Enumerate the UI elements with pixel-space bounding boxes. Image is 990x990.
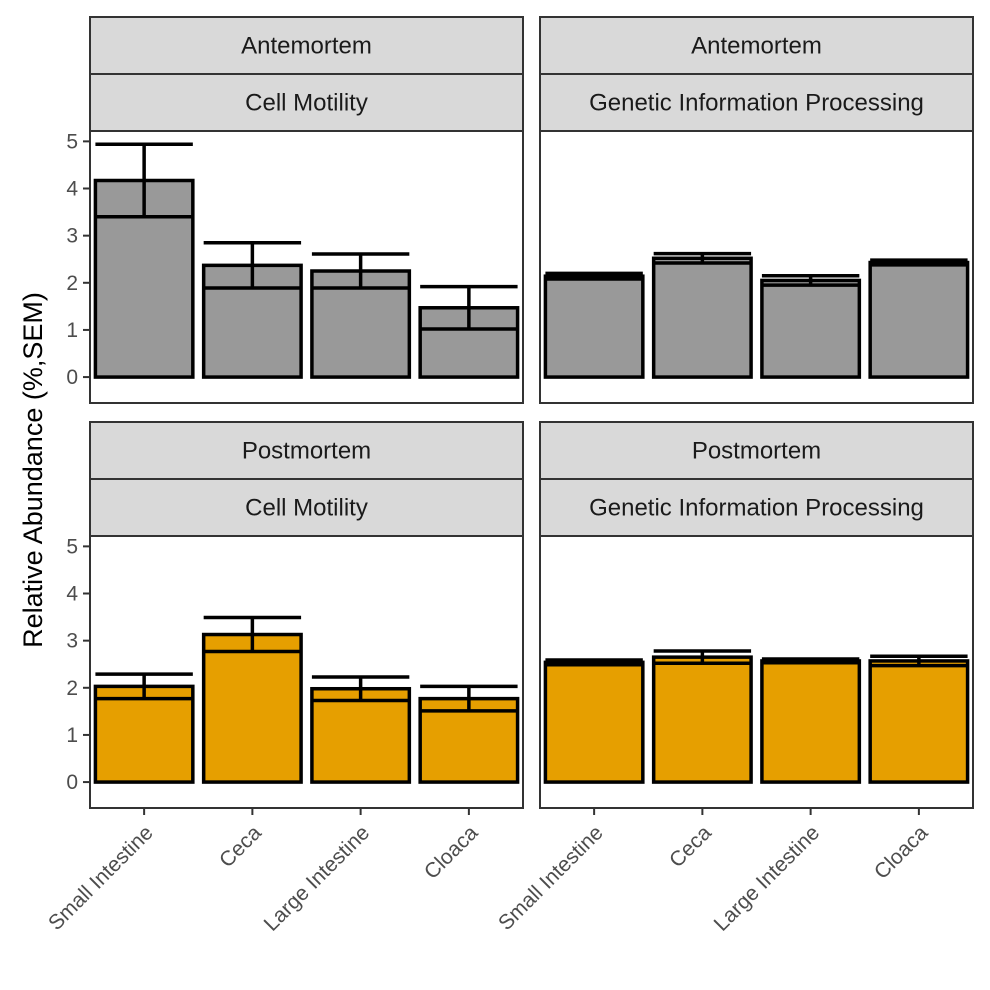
strip-col-cell-motility-antemortem — [89, 73, 524, 132]
error-bar — [95, 672, 193, 701]
error-bar — [203, 240, 302, 290]
y-tick-label: 0 — [66, 771, 78, 794]
error-bar — [95, 142, 193, 219]
x-tick-label: Small Intestine — [44, 821, 158, 935]
bar-ceca — [201, 263, 303, 379]
error-bar — [870, 258, 968, 267]
strip-label-col: Cell Motility — [245, 495, 368, 522]
x-tick-label: Ceca — [215, 821, 266, 872]
error-bar — [311, 252, 410, 290]
strip-label-col: Cell Motility — [245, 90, 368, 117]
y-tick-label: 5 — [66, 535, 78, 558]
panel-border — [539, 535, 974, 809]
bar-large-intestine — [760, 278, 862, 379]
bar-small-intestine — [93, 684, 195, 784]
error-bar — [545, 658, 643, 667]
y-tick-label: 0 — [66, 366, 78, 389]
error-bar — [653, 251, 752, 265]
bar-ceca — [651, 655, 753, 784]
panel-border — [539, 130, 974, 404]
x-tick-label: Large Intestine — [260, 821, 375, 936]
bar-large-intestine — [310, 686, 412, 784]
error-bar — [870, 654, 968, 668]
y-tick-label: 5 — [66, 130, 78, 153]
error-bar — [311, 675, 410, 703]
strip-row-cell-motility-antemortem — [89, 16, 524, 75]
error-bar — [420, 284, 518, 331]
panel-border — [89, 130, 524, 404]
bar-ceca — [651, 256, 753, 379]
y-tick-label: 2 — [66, 272, 78, 295]
strip-col-cell-motility-postmortem — [89, 478, 524, 537]
bar-ceca — [201, 632, 303, 784]
y-tick-label: 1 — [66, 724, 78, 747]
x-tick-label: Cloaca — [870, 821, 933, 884]
bar-cloaca — [418, 306, 520, 379]
strip-label-row: Antemortem — [691, 33, 822, 60]
error-bar — [761, 273, 860, 287]
x-tick-label: Cloaca — [420, 821, 483, 884]
strip-label-row: Postmortem — [242, 438, 371, 465]
error-bar — [420, 684, 518, 713]
y-tick-label: 3 — [66, 630, 78, 653]
strip-row-cell-motility-postmortem — [89, 421, 524, 480]
error-bar — [545, 271, 643, 281]
strip-col-genetic-info-antemortem — [539, 73, 974, 132]
y-tick-label: 3 — [66, 225, 78, 248]
x-tick-label: Small Intestine — [494, 821, 608, 935]
x-tick-label: Large Intestine — [710, 821, 825, 936]
bar-cloaca — [868, 260, 970, 379]
bar-small-intestine — [543, 274, 645, 379]
y-tick-label: 2 — [66, 677, 78, 700]
strip-row-genetic-info-antemortem — [539, 16, 974, 75]
error-bar — [203, 615, 302, 654]
bar-small-intestine — [543, 660, 645, 784]
bar-cloaca — [868, 659, 970, 784]
strip-label-row: Postmortem — [692, 438, 821, 465]
y-tick-label: 4 — [66, 178, 78, 201]
x-tick-label: Ceca — [665, 821, 716, 872]
strip-row-genetic-info-postmortem — [539, 421, 974, 480]
strip-label-row: Antemortem — [241, 33, 372, 60]
y-axis-title: Relative Abundance (%,SEM) — [18, 292, 48, 648]
error-bar — [653, 649, 752, 666]
strip-label-col: Genetic Information Processing — [589, 495, 924, 522]
error-bar — [761, 657, 860, 665]
y-tick-label: 4 — [66, 583, 78, 606]
bar-large-intestine — [760, 659, 862, 784]
strip-label-col: Genetic Information Processing — [589, 90, 924, 117]
y-tick-label: 1 — [66, 319, 78, 342]
strip-col-genetic-info-postmortem — [539, 478, 974, 537]
panel-border — [89, 535, 524, 809]
